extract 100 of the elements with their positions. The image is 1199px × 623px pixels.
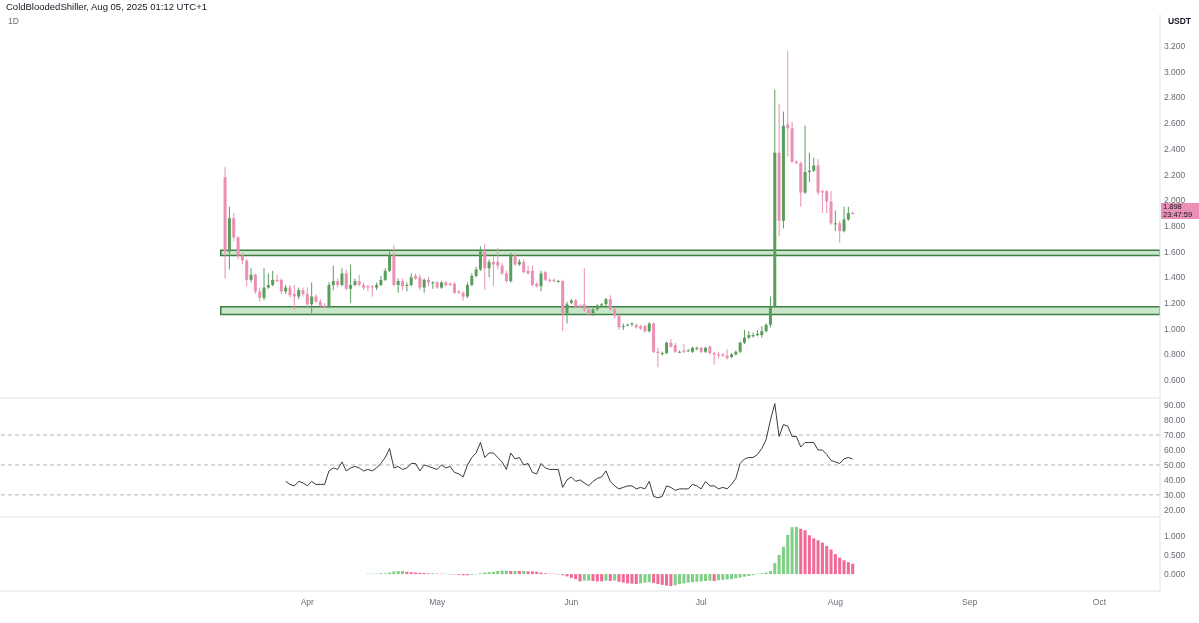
chart-subtitle: 1D (8, 16, 19, 26)
bar (582, 574, 586, 581)
y-tick-label: 0.000 (1164, 569, 1186, 580)
bar (790, 527, 794, 575)
bar (725, 574, 729, 580)
bar (799, 528, 803, 575)
bar (500, 570, 504, 575)
bar (673, 574, 677, 586)
candlestick (388, 251, 392, 273)
candlestick (803, 125, 807, 195)
bar (686, 574, 690, 583)
candlestick (539, 270, 543, 292)
x-tick-label: Sep (961, 597, 978, 608)
candlestick (349, 263, 353, 304)
bar (569, 574, 573, 578)
bar (496, 571, 500, 575)
bar (794, 526, 798, 575)
bar (608, 574, 612, 582)
bar (396, 571, 400, 575)
bar (829, 549, 833, 575)
y-tick-label: 0.600 (1164, 375, 1186, 386)
candlestick (496, 247, 500, 271)
candlestick (829, 190, 833, 226)
bar (691, 574, 695, 583)
bar (522, 571, 526, 575)
bar (513, 571, 517, 575)
candlestick (630, 321, 634, 327)
y-tick-label: 3.200 (1164, 41, 1186, 52)
y-tick-label: 2.400 (1164, 143, 1186, 154)
x-tick-label: Aug (827, 597, 844, 608)
bar (504, 570, 508, 575)
candlestick (483, 243, 487, 291)
candlestick (582, 267, 586, 313)
y-tick-label: 70.00 (1164, 430, 1186, 441)
bar (786, 534, 790, 575)
bar (656, 574, 660, 585)
candlestick (487, 258, 491, 278)
y-tick-label: 2.600 (1164, 118, 1186, 129)
bar (708, 574, 712, 581)
chart-title: ColdBloodedShiller, Aug 05, 2025 01:12 UTC+1 (6, 1, 207, 12)
bar (591, 574, 595, 582)
candlestick (236, 235, 240, 260)
bar (643, 574, 647, 583)
bar (812, 538, 816, 575)
bar (604, 574, 608, 581)
candlestick (331, 265, 335, 291)
y-tick-label: 1.800 (1164, 220, 1186, 231)
candlestick (405, 281, 409, 292)
bar (621, 574, 625, 583)
y-tick-label: 80.00 (1164, 415, 1186, 426)
bar (669, 574, 673, 587)
bar (617, 574, 621, 582)
candlestick (842, 206, 846, 233)
y-tick-label: 90.00 (1164, 400, 1186, 411)
candlestick (838, 220, 842, 244)
bar (833, 554, 837, 575)
candlestick (262, 267, 266, 301)
candlestick (695, 346, 699, 351)
y-axis-title: USDT (1167, 16, 1192, 26)
y-tick-label: 2.200 (1164, 169, 1186, 180)
x-tick-label: Oct (1092, 597, 1107, 608)
candlestick (344, 269, 348, 291)
bar (712, 574, 716, 582)
bar (401, 571, 405, 575)
candlestick (301, 287, 305, 298)
bar (721, 574, 725, 580)
bar (600, 574, 604, 582)
candlestick (366, 284, 370, 292)
candlestick (530, 265, 534, 287)
y-tick-label: 1.000 (1164, 323, 1186, 334)
bar (695, 574, 699, 582)
bar (846, 562, 850, 575)
bar (660, 574, 664, 585)
x-tick-label: Jun (564, 597, 579, 608)
bar (595, 574, 599, 582)
line-series (285, 403, 854, 499)
candlestick (232, 212, 236, 242)
bar (639, 574, 643, 584)
y-tick-label: 2.800 (1164, 92, 1186, 103)
bar (509, 571, 513, 575)
y-tick-label: 0.800 (1164, 349, 1186, 360)
candlestick (379, 275, 383, 287)
bar (851, 563, 855, 575)
bar (825, 546, 829, 575)
y-tick-label: 2.000 (1164, 195, 1186, 206)
y-tick-label: 1.400 (1164, 272, 1186, 283)
candlestick (305, 287, 309, 309)
candlestick (461, 290, 465, 301)
candlestick (327, 281, 331, 309)
candlestick (825, 189, 829, 214)
bar (392, 571, 396, 575)
candlestick (786, 50, 790, 158)
x-tick-label: Apr (300, 597, 315, 608)
candlestick (565, 301, 569, 325)
bar (574, 574, 578, 580)
y-tick-label: 20.00 (1164, 504, 1186, 515)
bar (578, 574, 582, 582)
y-tick-label: 1.200 (1164, 297, 1186, 308)
candlestick (288, 284, 292, 299)
bar (647, 574, 651, 583)
